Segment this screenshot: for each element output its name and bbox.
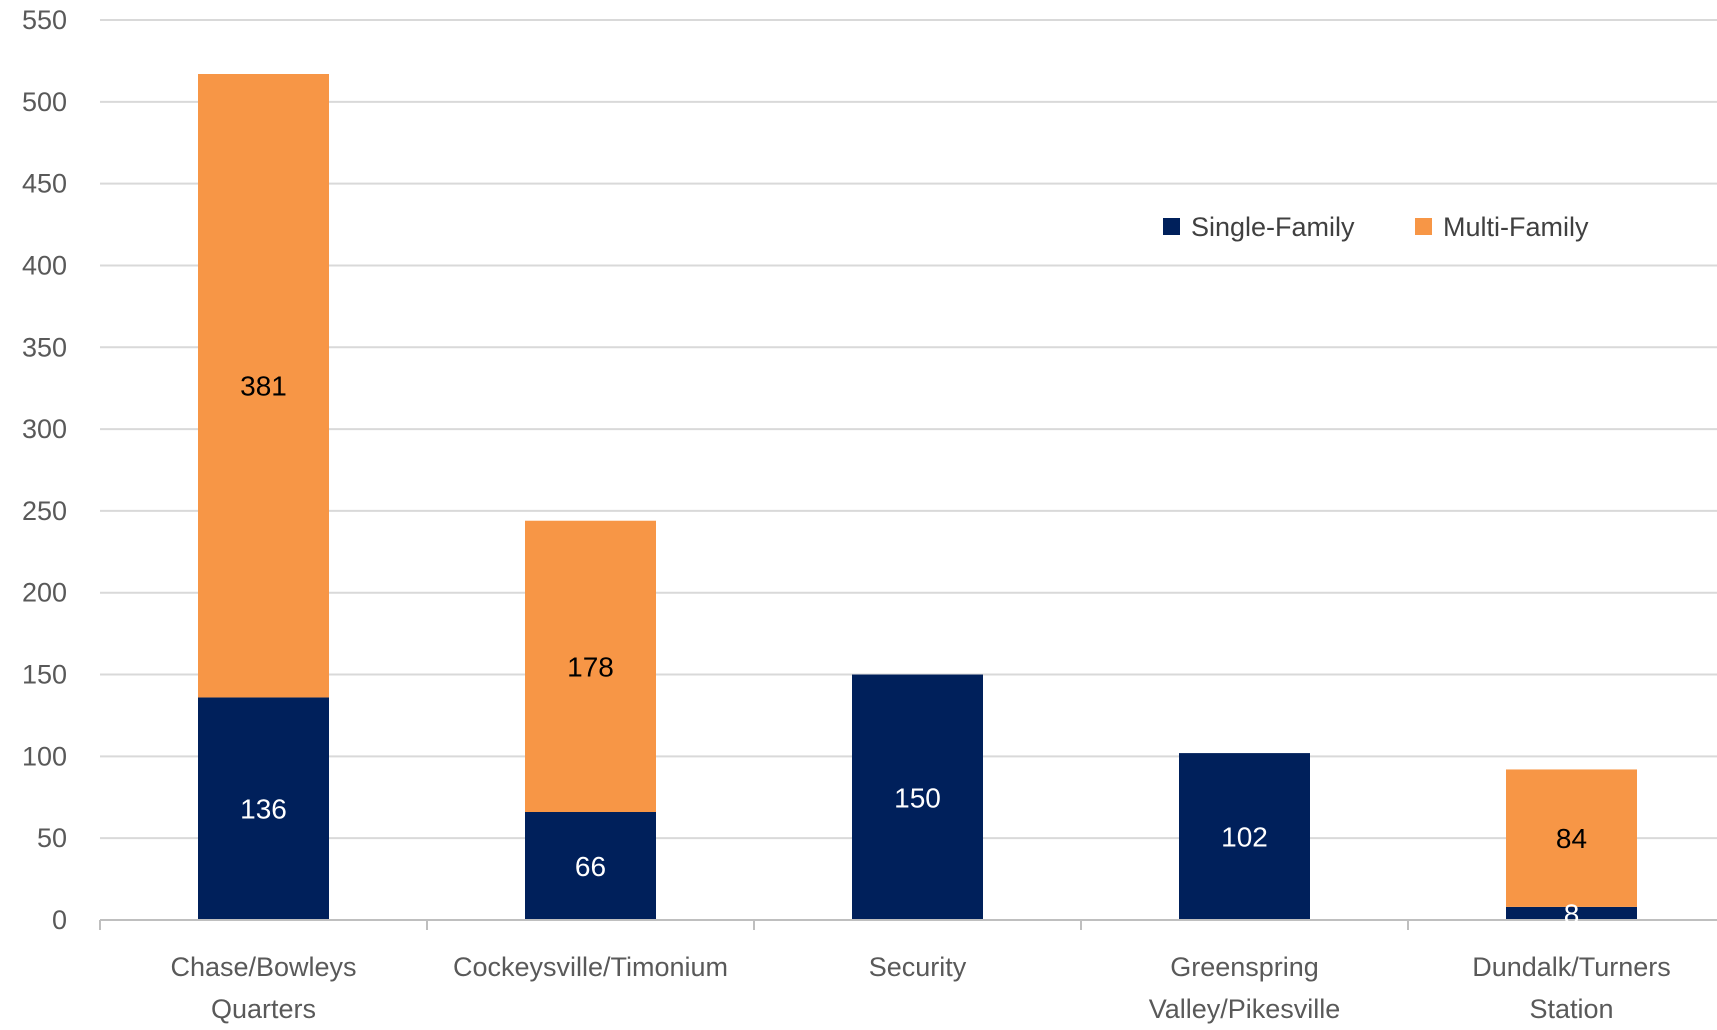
- x-category-label: Security: [869, 952, 967, 982]
- data-label: 178: [567, 651, 614, 682]
- y-tick-label: 500: [22, 87, 67, 117]
- bars: [198, 74, 1637, 920]
- legend: Single-Family Multi-Family: [1163, 212, 1589, 242]
- x-category-label: Chase/Bowleys: [170, 952, 356, 982]
- y-tick-label: 550: [22, 5, 67, 35]
- bar-single-family: [525, 812, 656, 920]
- x-category-label: Valley/Pikesville: [1149, 994, 1341, 1024]
- data-label: 150: [894, 782, 941, 813]
- bar-multi-family: [1506, 769, 1637, 907]
- x-category-label: Dundalk/Turners: [1472, 952, 1671, 982]
- data-label: 381: [240, 371, 287, 402]
- x-category-label: Quarters: [211, 994, 316, 1024]
- legend-swatch: [1415, 218, 1432, 235]
- y-tick-label: 300: [22, 414, 67, 444]
- y-tick-label: 350: [22, 332, 67, 362]
- bar-multi-family: [525, 520, 656, 812]
- y-tick-label: 250: [22, 496, 67, 526]
- legend-label: Single-Family: [1191, 212, 1355, 242]
- y-tick-label: 400: [22, 250, 67, 280]
- y-tick-label: 150: [22, 660, 67, 690]
- data-label: 102: [1221, 822, 1268, 853]
- data-labels: 136 381 66 178 150 102 8 84: [240, 371, 1587, 930]
- bar-multi-family: [198, 74, 329, 698]
- y-tick-label: 0: [52, 905, 67, 935]
- legend-swatch: [1163, 218, 1180, 235]
- y-tick-label: 50: [37, 823, 67, 853]
- bar-single-family: [1179, 753, 1310, 920]
- gridlines: [100, 19, 1717, 840]
- bar-single-family: [1506, 906, 1637, 920]
- x-category-label: Cockeysville/Timonium: [453, 952, 728, 982]
- x-category-label: Station: [1529, 994, 1613, 1024]
- y-tick-label: 200: [22, 578, 67, 608]
- data-label: 136: [240, 794, 287, 825]
- legend-label: Multi-Family: [1443, 212, 1589, 242]
- data-label: 66: [575, 851, 606, 882]
- y-tick-label: 100: [22, 741, 67, 771]
- y-tick-label: 450: [22, 169, 67, 199]
- axes: 0 50 100 150 200 250 300 350 400 450 500 550 Chase/B…: [22, 5, 1717, 1024]
- x-category-label: Greenspring: [1170, 952, 1319, 982]
- bar-single-family: [852, 674, 983, 920]
- data-label: 84: [1556, 823, 1587, 854]
- data-label: 8: [1564, 898, 1580, 929]
- bar-single-family: [198, 697, 329, 920]
